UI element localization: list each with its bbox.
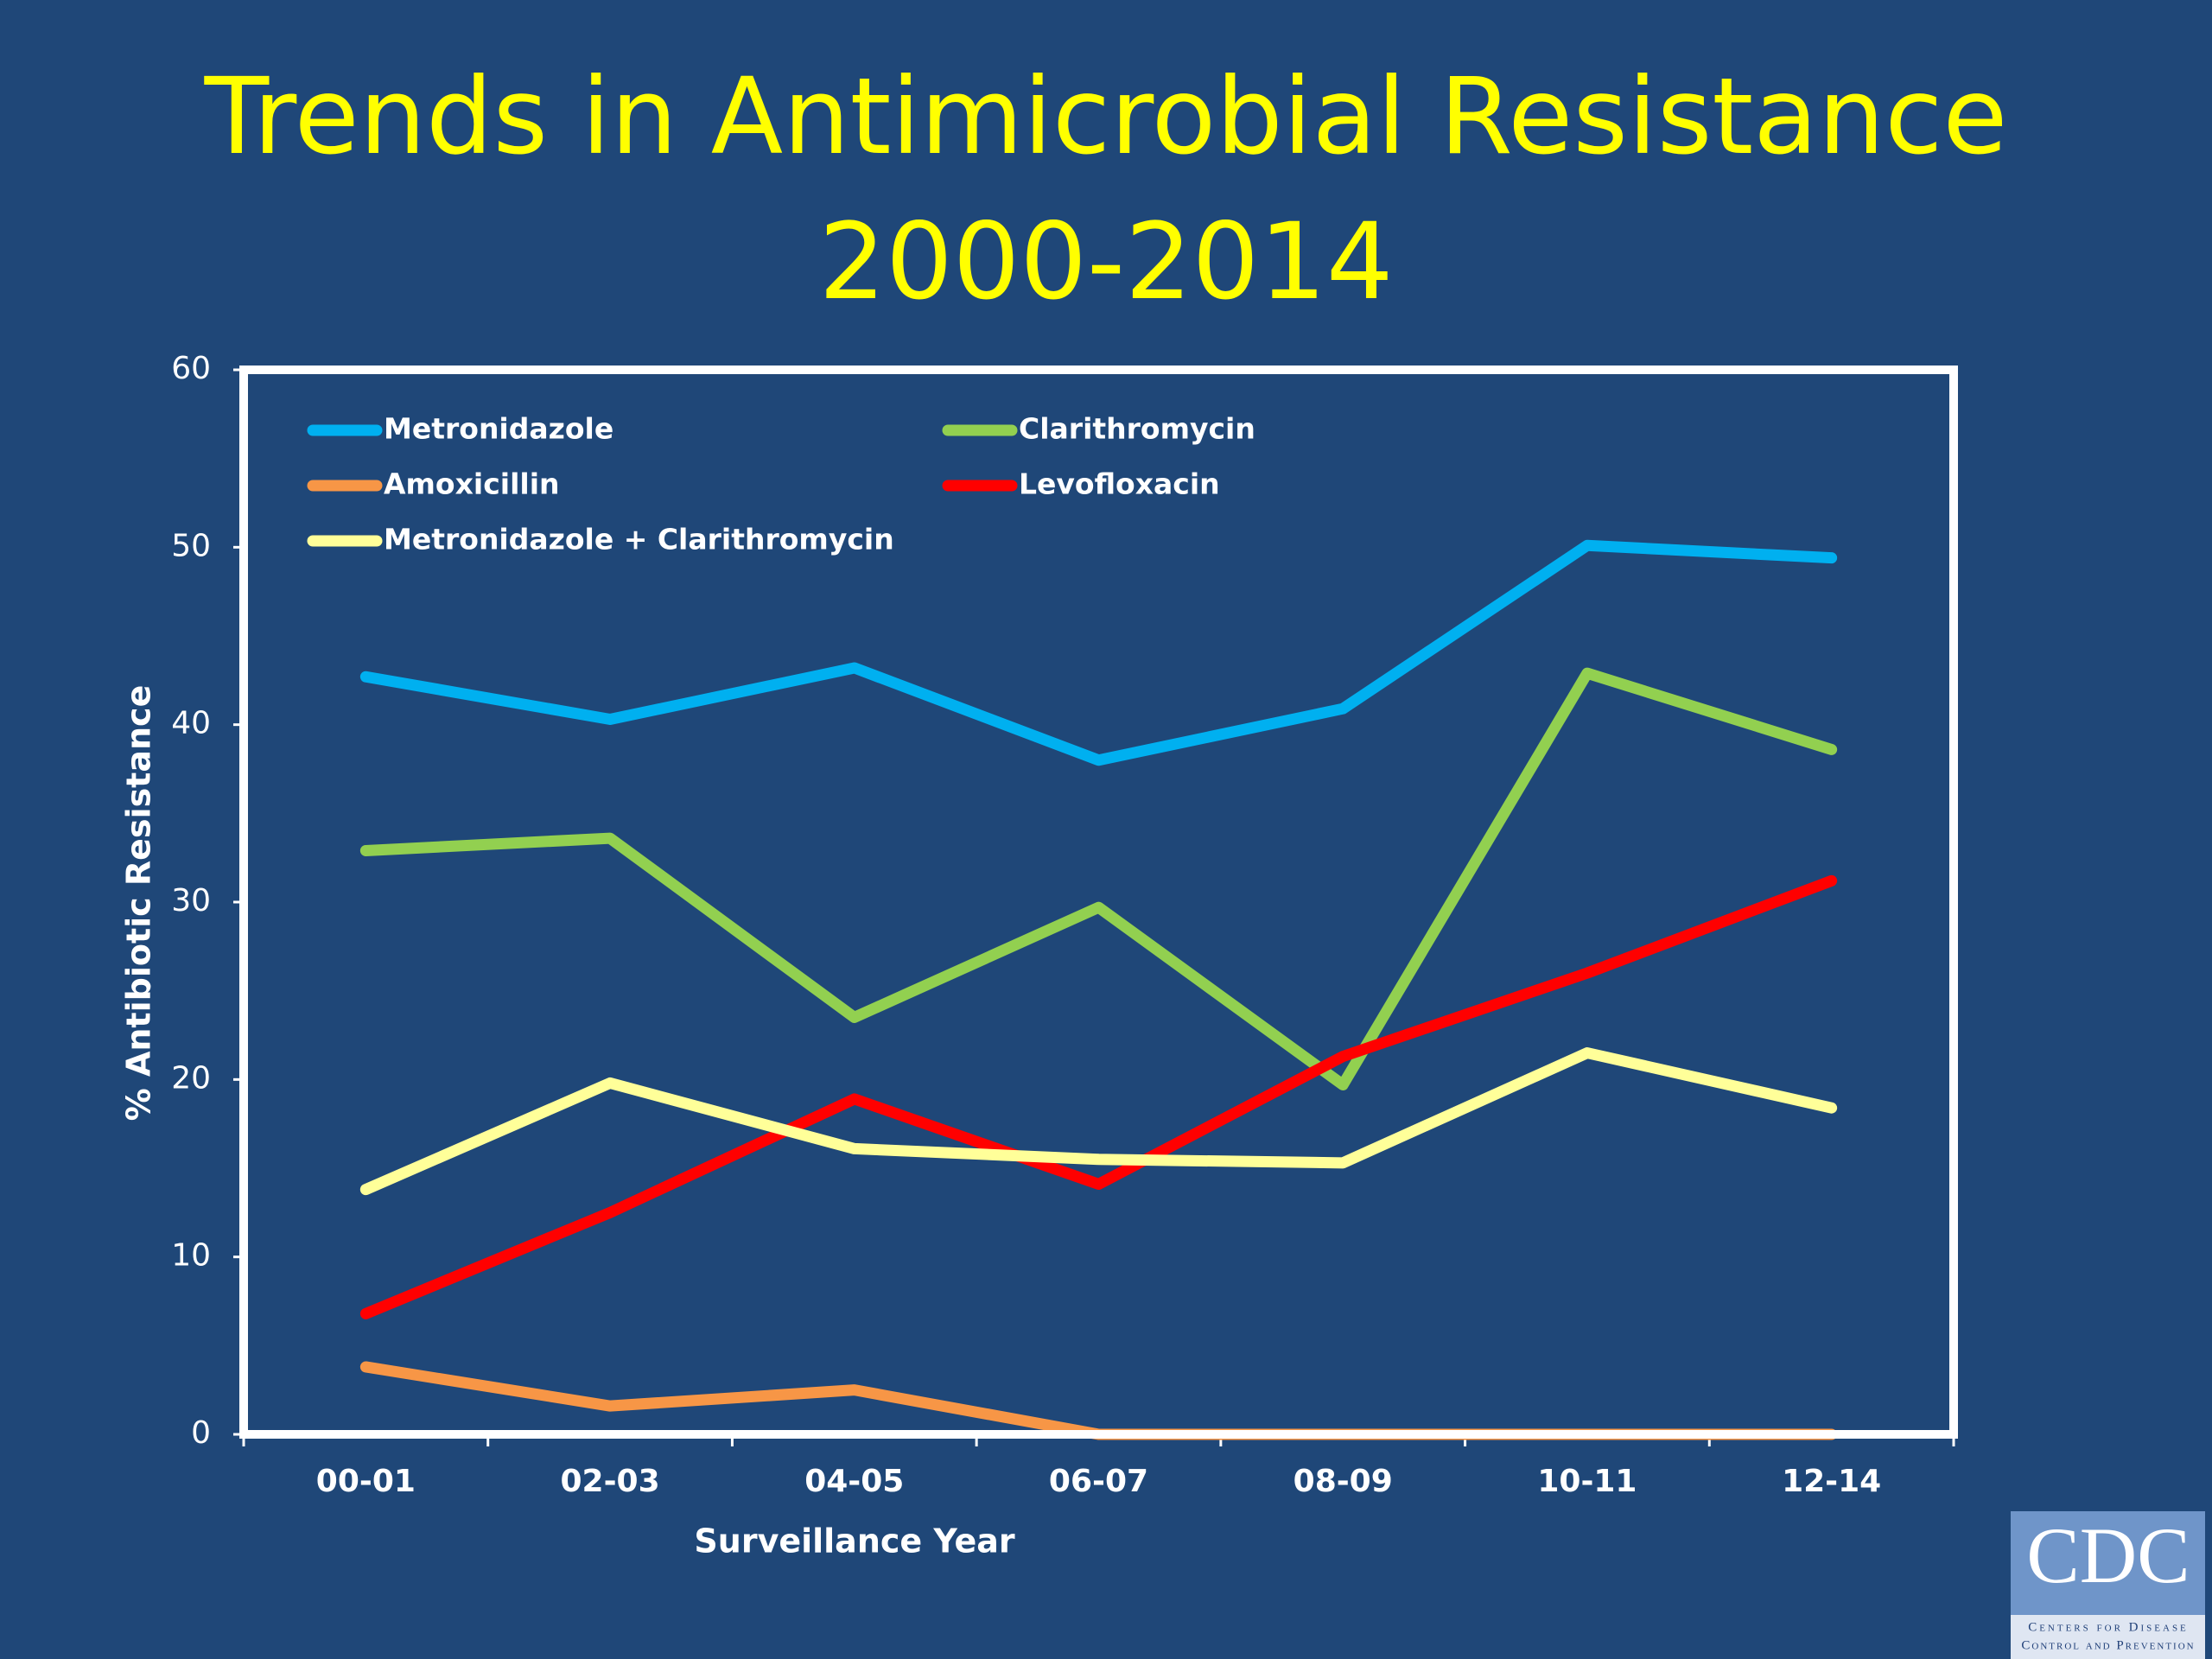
x-tick-label: 10-11 — [1537, 1464, 1637, 1499]
data-line — [359, 1047, 1838, 1196]
x-tick-label: 06-07 — [1049, 1464, 1148, 1499]
legend-label: Metronidazole — [384, 412, 613, 446]
x-tick-label: 12-14 — [1782, 1464, 1881, 1499]
logo-band — [2011, 1615, 2205, 1659]
y-tick-label: 40 — [171, 706, 211, 741]
legend-label: Amoxicillin — [384, 467, 560, 501]
y-tick-label: 20 — [171, 1060, 211, 1096]
legend-label: Levofloxacin — [1019, 467, 1220, 501]
y-tick-label: 30 — [171, 883, 211, 918]
y-axis-title: % Antibiotic Resistance — [120, 685, 158, 1122]
legend-label: Metronidazole + Clarithromycin — [384, 523, 894, 556]
y-tick-label: 60 — [171, 351, 211, 386]
data-line — [359, 539, 1838, 766]
plot-frame — [239, 365, 1958, 1439]
x-axis-title: Surveillance Year — [694, 1522, 1014, 1560]
y-tick-label: 0 — [191, 1415, 211, 1451]
y-tick-label: 50 — [171, 528, 211, 563]
x-tick-label: 00-01 — [316, 1464, 416, 1499]
cdc-logo: CDC Centers for Disease Control and Prev… — [2011, 1511, 2205, 1659]
chart-subtitle: 2000-2014 — [819, 200, 1394, 323]
y-tick-label: 10 — [171, 1238, 211, 1274]
data-line — [359, 667, 1838, 1090]
logo-text: CDC — [2026, 1511, 2190, 1599]
logo-line: Control and Prevention — [2021, 1638, 2195, 1652]
x-tick-label: 04-05 — [804, 1464, 904, 1499]
logo-top — [2011, 1511, 2205, 1615]
legend-label: Clarithromycin — [1019, 412, 1255, 446]
data-line — [359, 874, 1838, 1319]
x-tick-label: 08-09 — [1294, 1464, 1393, 1499]
x-tick-label: 02-03 — [561, 1464, 660, 1499]
logo-line: Centers for Disease — [2028, 1620, 2189, 1634]
chart-title: Trends in Antimicrobial Resistance — [204, 55, 2008, 178]
